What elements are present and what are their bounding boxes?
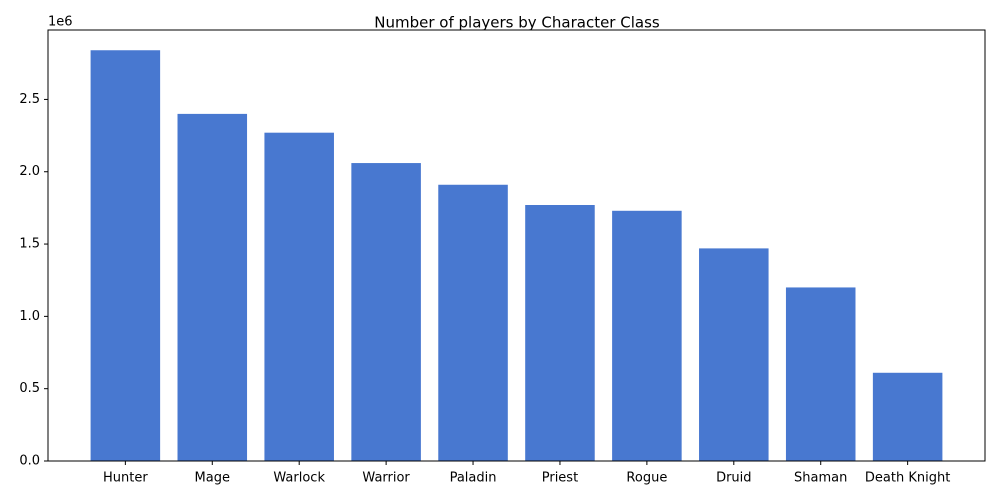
y-tick-label: 2.5 xyxy=(19,92,40,107)
x-tick-label: Warlock xyxy=(273,471,325,486)
x-tick-label: Warrior xyxy=(362,471,410,486)
bar xyxy=(90,50,161,461)
bar xyxy=(351,163,421,461)
bar xyxy=(177,113,248,462)
y-tick-label: 1.0 xyxy=(19,309,40,324)
x-tick-label: Shaman xyxy=(794,471,847,486)
y-tick-label: 1.5 xyxy=(19,237,40,252)
x-tick-label: Priest xyxy=(542,471,578,486)
x-tick-label: Paladin xyxy=(450,471,497,486)
bar xyxy=(525,205,595,461)
bar xyxy=(264,132,334,461)
y-tick-label: 2.0 xyxy=(19,164,40,179)
bar xyxy=(785,287,856,461)
x-tick-label: Rogue xyxy=(626,471,667,486)
chart-title: Number of players by Character Class xyxy=(374,14,660,32)
x-tick-label: Druid xyxy=(716,471,751,486)
x-tick-label: Death Knight xyxy=(865,471,950,486)
y-tick-label: 0.5 xyxy=(19,381,40,396)
bar xyxy=(699,248,769,461)
x-tick-label: Mage xyxy=(195,471,230,486)
bar xyxy=(438,184,508,461)
bar xyxy=(872,372,943,461)
y-offset-label: 1e6 xyxy=(48,15,73,30)
bar xyxy=(612,210,682,461)
y-tick-label: 0.0 xyxy=(19,454,40,469)
plot-frame xyxy=(47,29,986,462)
x-tick-label: Hunter xyxy=(103,471,148,486)
